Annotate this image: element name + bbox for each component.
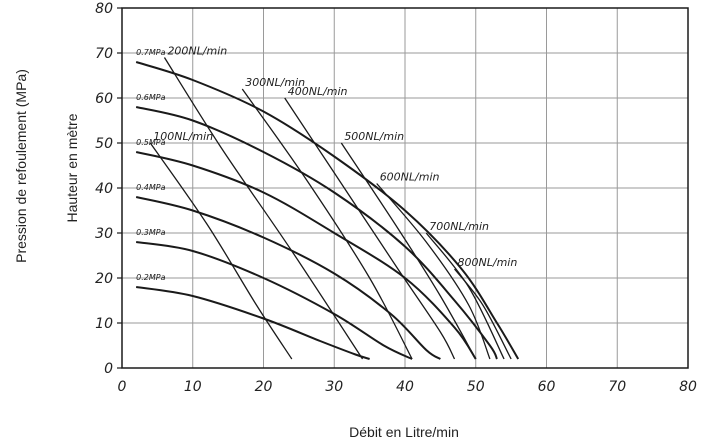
- x-tick-label: 80: [679, 379, 697, 395]
- flow-curve-label: 600NL/min: [380, 171, 440, 184]
- pressure-curve-0.7MPa: [135, 61, 520, 360]
- x-tick-label: 60: [538, 379, 556, 395]
- x-tick-label: 40: [396, 379, 414, 395]
- curve-labels: 0.7MPa 0.6MPa 0.5MPa 0.4MPa 0.3MPa 0.2MPa 100N…: [136, 45, 517, 283]
- pressure-curve-label: 0.4MPa: [136, 183, 165, 192]
- flow-curve-label: 400NL/min: [288, 85, 348, 98]
- pressure-curve-label: 0.7MPa: [136, 48, 165, 57]
- pressure-curves: [135, 61, 520, 360]
- flow-curve-300NL/min: [241, 88, 413, 360]
- flow-curve-label: 500NL/min: [344, 130, 404, 143]
- pressure-curve-0.3MPa: [135, 241, 413, 360]
- flow-curve-600NL/min: [376, 183, 491, 360]
- y-tick-label: 40: [95, 181, 113, 197]
- y-tick-label: 10: [95, 316, 113, 332]
- pressure-curve-label: 0.3MPa: [136, 228, 165, 237]
- x-tick-label: 20: [255, 379, 273, 395]
- pressure-curve-label: 0.6MPa: [136, 93, 165, 102]
- flow-curves: [149, 57, 512, 360]
- y-axis-ticks: 0 10 20 30 40 50 60 70 80: [95, 1, 122, 377]
- flow-curve-label: 700NL/min: [429, 220, 489, 233]
- y-tick-label: 50: [95, 136, 113, 152]
- y-tick-label: 30: [95, 226, 113, 242]
- pressure-curve-0.4MPa: [135, 196, 441, 360]
- flow-curve-label: 200NL/min: [167, 45, 227, 58]
- pressure-curve-0.2MPa: [135, 286, 370, 360]
- x-tick-label: 0: [118, 379, 127, 395]
- y-tick-label: 80: [95, 1, 113, 17]
- x-axis-ticks: 0 10 20 30 40 50 60 70 80: [118, 379, 697, 395]
- x-tick-label: 50: [467, 379, 485, 395]
- y-axis-secondary-label: Pression de refoulement (MPa): [13, 69, 29, 263]
- x-tick-label: 10: [184, 379, 202, 395]
- flow-curve-700NL/min: [425, 232, 505, 360]
- pressure-curve-label: 0.2MPa: [136, 273, 165, 282]
- y-axis-label: Hauteur en mètre: [64, 113, 80, 222]
- flow-curve-label: 800NL/min: [458, 256, 518, 269]
- flow-curve-800NL/min: [454, 268, 512, 360]
- x-tick-label: 30: [325, 379, 343, 395]
- x-tick-label: 70: [608, 379, 626, 395]
- flow-curve-label: 100NL/min: [153, 130, 213, 143]
- y-tick-label: 20: [95, 271, 113, 287]
- grid: [121, 7, 689, 369]
- flow-curve-400NL/min: [284, 97, 456, 360]
- flow-curve-label: 300NL/min: [245, 76, 305, 89]
- pressure-curve-0.6MPa: [135, 106, 498, 360]
- pressure-curve-0.5MPa: [135, 151, 477, 360]
- y-tick-label: 60: [95, 91, 113, 107]
- pressure-curve-label: 0.5MPa: [136, 138, 165, 147]
- flow-curve-100NL/min: [149, 142, 293, 360]
- x-axis-label: Débit en Litre/min: [349, 424, 459, 440]
- y-tick-label: 70: [95, 46, 113, 62]
- flow-curve-200NL/min: [163, 57, 364, 360]
- flow-curve-500NL/min: [340, 142, 477, 360]
- y-tick-label: 0: [104, 361, 113, 377]
